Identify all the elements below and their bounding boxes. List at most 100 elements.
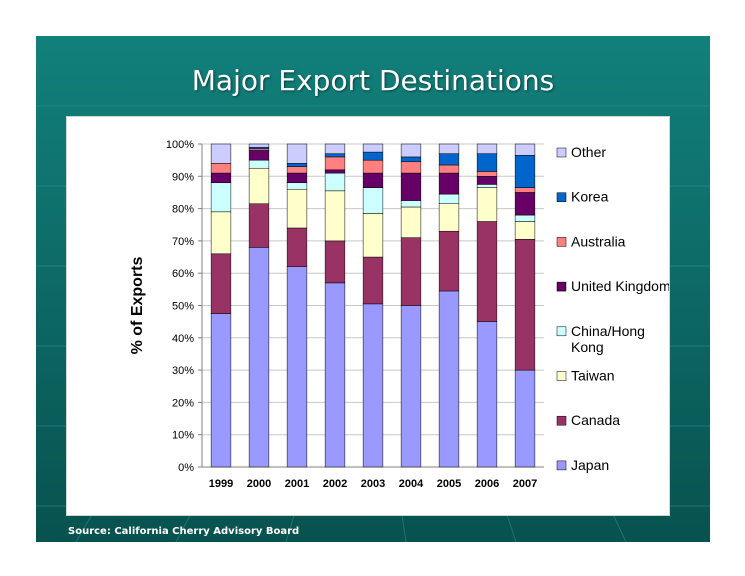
legend-label-australia: Australia <box>571 233 626 249</box>
bar-other-2001 <box>286 143 308 164</box>
y-axis-label: % of Exports <box>129 257 146 355</box>
bar-other-2005 <box>438 143 460 154</box>
bar-united-kingdom-2006 <box>476 176 498 185</box>
bar-japan-2004 <box>400 305 422 468</box>
legend-swatch-korea <box>556 192 567 202</box>
bar-china-hong-kong-2005 <box>438 193 460 205</box>
bar-korea-2003 <box>362 151 384 161</box>
x-tick-label: 2003 <box>361 478 385 490</box>
bar-korea-2005 <box>438 153 460 166</box>
legend-label-japan: Japan <box>571 457 609 473</box>
bar-china-hong-kong-2006 <box>476 184 498 188</box>
legend-label-china-hong-kong: Kong <box>571 339 604 355</box>
bar-taiwan-2002 <box>324 190 346 242</box>
y-tick-label: 20% <box>172 397 194 409</box>
bar-china-hong-kong-2007 <box>514 214 536 222</box>
bar-taiwan-2004 <box>400 206 422 238</box>
bar-australia-2001 <box>286 166 308 174</box>
y-tick-label: 60% <box>172 268 194 280</box>
legend-swatch-japan <box>556 460 567 471</box>
bar-canada-2003 <box>362 256 384 305</box>
bar-other-2004 <box>400 143 422 158</box>
bar-other-2007 <box>514 143 536 156</box>
bar-japan-2006 <box>476 321 498 468</box>
bar-taiwan-2003 <box>362 213 384 258</box>
bar-other-2003 <box>362 143 384 153</box>
bar-korea-2007 <box>514 155 536 188</box>
bar-australia-2005 <box>438 164 460 174</box>
bar-taiwan-2001 <box>286 188 308 229</box>
bar-united-kingdom-2002 <box>324 169 346 174</box>
bar-canada-2006 <box>476 221 498 322</box>
bar-taiwan-2006 <box>476 187 498 222</box>
bar-australia-2004 <box>400 161 422 174</box>
bar-united-kingdom-2001 <box>286 172 308 184</box>
slide-title: Major Export Destinations <box>191 64 555 97</box>
bar-taiwan-1999 <box>210 211 232 255</box>
bar-china-hong-kong-2000 <box>248 159 270 169</box>
bar-korea-2001 <box>286 163 308 167</box>
x-tick-label: 2006 <box>475 478 499 490</box>
bar-taiwan-2000 <box>248 167 270 205</box>
y-tick-label: 0% <box>178 462 194 474</box>
bar-united-kingdom-2000 <box>248 150 270 161</box>
legend-swatch-china-hong-kong <box>556 326 567 337</box>
x-tick-label: 2004 <box>399 478 424 490</box>
bar-korea-2004 <box>400 156 422 163</box>
bar-taiwan-2005 <box>438 203 460 232</box>
x-tick-label: 2007 <box>513 478 537 490</box>
bar-other-2006 <box>476 143 498 154</box>
y-tick-label: 40% <box>172 333 194 345</box>
bar-other-1999 <box>210 143 232 164</box>
legend-swatch-canada <box>556 415 567 426</box>
source-note: Source: California Cherry Advisory Board <box>68 526 300 537</box>
y-tick-label: 90% <box>172 171 194 183</box>
bar-canada-2002 <box>324 240 346 284</box>
legend-label-united-kingdom: United Kingdom <box>571 278 669 294</box>
y-tick-label: 80% <box>172 204 194 216</box>
legend-label-korea: Korea <box>571 189 609 205</box>
bar-canada-2005 <box>438 230 460 292</box>
x-tick-label: 2002 <box>323 478 347 490</box>
bar-china-hong-kong-1999 <box>210 182 232 213</box>
bar-united-kingdom-2004 <box>400 172 422 201</box>
bar-australia-2007 <box>514 187 536 193</box>
bar-china-hong-kong-2004 <box>400 200 422 208</box>
chart-panel: 0% 10% 20% 30% 40% 50% 60% 70% 80% 90% 100% % of Ex… <box>66 116 670 516</box>
y-tick-label: 30% <box>172 365 194 377</box>
bar-japan-1999 <box>210 313 232 468</box>
legend-label-other: Other <box>571 144 606 160</box>
legend-label-canada: Canada <box>571 412 620 428</box>
bar-canada-2007 <box>514 239 536 371</box>
x-tick-label: 1999 <box>209 478 233 490</box>
bar-japan-2007 <box>514 369 536 468</box>
bar-japan-2002 <box>324 282 346 468</box>
stacked-bar-chart: 0% 10% 20% 30% 40% 50% 60% 70% 80% 90% 100% % of Ex… <box>129 139 669 490</box>
bar-taiwan-2007 <box>514 221 536 240</box>
bar-australia-1999 <box>210 163 232 174</box>
bar-japan-2005 <box>438 290 460 468</box>
bar-united-kingdom-2003 <box>362 172 384 188</box>
legend-swatch-other <box>556 147 567 158</box>
y-tick-label: 50% <box>172 301 194 313</box>
bar-china-hong-kong-2001 <box>286 182 308 190</box>
legend-swatch-united-kingdom <box>556 281 567 292</box>
bar-japan-2000 <box>248 247 270 468</box>
bar-china-hong-kong-2002 <box>324 172 346 192</box>
bar-canada-2001 <box>286 227 308 267</box>
bar-other-2002 <box>324 143 346 154</box>
x-tick-label: 2001 <box>285 478 309 490</box>
x-tick-label: 2000 <box>247 478 271 490</box>
bar-canada-2004 <box>400 237 422 306</box>
slide: Major Export Destinations 0% 10% 20% 30% 40%… <box>36 36 710 542</box>
legend-swatch-taiwan <box>556 371 567 381</box>
bar-japan-2003 <box>362 303 384 468</box>
bar-australia-2002 <box>324 156 346 171</box>
bar-australia-2003 <box>362 159 384 174</box>
bar-united-kingdom-2007 <box>514 192 536 216</box>
bar-korea-2006 <box>476 153 498 172</box>
bar-japan-2001 <box>286 266 308 468</box>
bar-korea-2002 <box>324 153 346 158</box>
bar-other-2000 <box>248 143 270 148</box>
legend-label-taiwan: Taiwan <box>571 368 615 384</box>
